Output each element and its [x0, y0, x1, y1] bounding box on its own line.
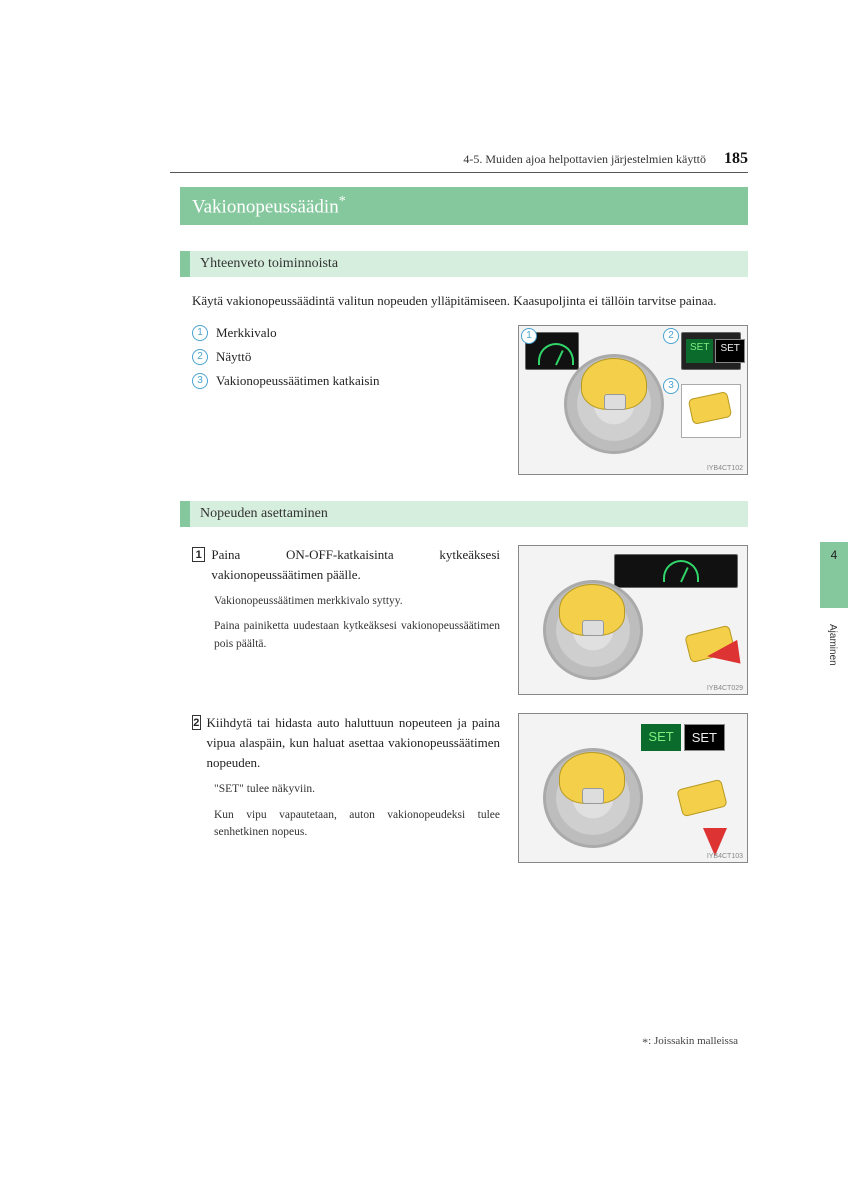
- figure-1: SET SET 1 2 3 IYB4CT102: [518, 325, 748, 475]
- callout-item-3: 3 Vakionopeussäätimen katkaisin: [192, 373, 498, 389]
- header-rule: [170, 172, 748, 173]
- subheading-label-2: Nopeuden asettaminen: [190, 501, 748, 527]
- subheading-bar-2: [180, 501, 190, 527]
- subheading-setspeed: Nopeuden asettaminen: [180, 501, 748, 527]
- subheading-overview: Yhteenveto toiminnoista: [180, 251, 748, 277]
- page-number: 185: [724, 150, 748, 168]
- callout-text-1: Merkkivalo: [216, 325, 277, 341]
- figure-3: SET SET IYB4CT103: [518, 713, 748, 863]
- callout-list: 1 Merkkivalo 2 Näyttö 3 Vakionopeussääti…: [192, 325, 498, 397]
- red-arrow-down-icon: [703, 828, 727, 856]
- step-1-text: 1 Paina ON-OFF-katkaisinta kytkeäksesi v…: [192, 545, 500, 653]
- fig3-set-panel: SET SET: [641, 724, 725, 751]
- step-1-main: Paina ON-OFF-katkaisinta kytkeäksesi vak…: [211, 545, 500, 585]
- fig1-bubble-2: 2: [663, 328, 679, 344]
- title-banner: Vakionopeussäädin*: [180, 187, 748, 225]
- fig2-dash-display: [614, 554, 738, 588]
- fig1-stalk-inset: [681, 384, 741, 438]
- callout-item-1: 1 Merkkivalo: [192, 325, 498, 341]
- red-arrow-press-icon: [705, 640, 740, 668]
- step-1-number: 1: [192, 547, 205, 562]
- step-2-number: 2: [192, 715, 201, 730]
- subheading-bar: [180, 251, 190, 277]
- steering-hub-icon: [582, 788, 604, 804]
- set-indicator-white: SET: [684, 724, 725, 751]
- chapter-number: 4: [820, 548, 848, 562]
- fig1-code: IYB4CT102: [707, 465, 743, 472]
- footnote-text: : Joissakin malleissa: [648, 1035, 738, 1047]
- chapter-tab: 4: [820, 542, 848, 608]
- footnote: *: Joissakin malleissa: [642, 1035, 738, 1050]
- title-asterisk: *: [339, 194, 346, 209]
- set-indicator-green: SET: [641, 724, 680, 751]
- callout-item-2: 2 Näyttö: [192, 349, 498, 365]
- fig2-code: IYB4CT029: [707, 685, 743, 692]
- page-header: 4-5. Muiden ajoa helpottavien järjestelm…: [170, 150, 748, 168]
- callout-number-3: 3: [192, 373, 208, 389]
- section-path: 4-5. Muiden ajoa helpottavien järjestelm…: [463, 152, 706, 167]
- step-2-sub1: "SET" tulee näkyviin.: [214, 781, 500, 798]
- fig3-code: IYB4CT103: [707, 853, 743, 860]
- title-text: Vakionopeussäädin: [192, 196, 339, 217]
- figure-2: IYB4CT029: [518, 545, 748, 695]
- fig1-bubble-1: 1: [521, 328, 537, 344]
- steering-hub-icon: [604, 394, 626, 410]
- set-indicator-green: SET: [686, 339, 713, 363]
- step-1-sub1: Vakionopeussäätimen merkkivalo syttyy.: [214, 593, 500, 610]
- cruise-stalk-icon: [676, 779, 727, 817]
- step-1-block: 1 Paina ON-OFF-katkaisinta kytkeäksesi v…: [192, 545, 748, 695]
- intro-paragraph: Käytä vakionopeussäädintä valitun nopeud…: [192, 291, 728, 311]
- fig1-set-panel: SET SET: [681, 332, 741, 370]
- callout-text-3: Vakionopeussäätimen katkaisin: [216, 373, 380, 389]
- steering-hub-icon: [582, 620, 604, 636]
- step-2-text: 2 Kiihdytä tai hidasta auto haluttuun no…: [192, 713, 500, 841]
- step-2-main: Kiihdytä tai hidasta auto haluttuun nope…: [207, 713, 500, 773]
- callout-number-2: 2: [192, 349, 208, 365]
- step-2-block: 2 Kiihdytä tai hidasta auto haluttuun no…: [192, 713, 748, 863]
- fig1-bubble-3: 3: [663, 378, 679, 394]
- callout-number-1: 1: [192, 325, 208, 341]
- callout-row: 1 Merkkivalo 2 Näyttö 3 Vakionopeussääti…: [192, 325, 748, 475]
- cruise-stalk-icon: [688, 391, 733, 425]
- chapter-label: Ajaminen: [827, 624, 838, 666]
- step-1-sub2: Paina painiketta uudestaan kytkeäksesi v…: [214, 618, 500, 653]
- set-indicator-white: SET: [715, 339, 744, 363]
- subheading-label: Yhteenveto toiminnoista: [190, 251, 748, 277]
- step-2-sub2: Kun vipu vapautetaan, auton vakionopeude…: [214, 807, 500, 842]
- callout-text-2: Näyttö: [216, 349, 251, 365]
